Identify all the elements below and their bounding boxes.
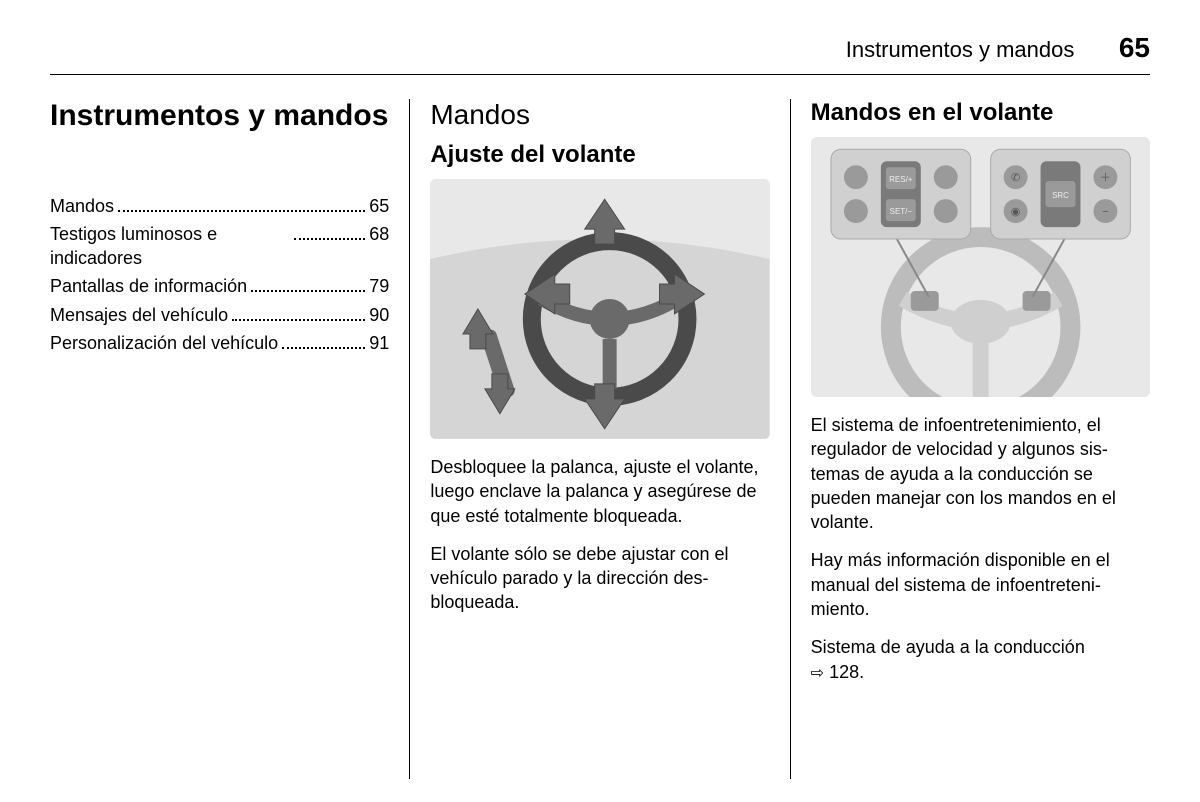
paragraph-with-ref: Sistema de ayuda a la conducción ⇨ 128. <box>811 635 1150 684</box>
column-1: Instrumentos y mandos Mandos 65 Testigos… <box>50 99 409 779</box>
svg-text:RES/+: RES/+ <box>889 175 913 184</box>
header-page-number: 65 <box>1119 32 1150 63</box>
chapter-heading: Instrumentos y mandos <box>50 99 389 134</box>
toc-item: Pantallas de información 79 <box>50 274 389 298</box>
svg-text:＋: ＋ <box>1100 172 1111 184</box>
reference-arrow-icon: ⇨ <box>811 663 824 685</box>
column-3: Mandos en el volante <box>791 99 1150 779</box>
toc-page: 91 <box>369 331 389 355</box>
toc-label: Pantallas de información <box>50 274 247 298</box>
toc-item: Mensajes del vehículo 90 <box>50 303 389 327</box>
toc-label: Personalización del vehículo <box>50 331 278 355</box>
toc-item: Testigos luminosos e indicadores 68 <box>50 222 389 271</box>
toc-dots <box>118 210 365 212</box>
ref-text: Sistema de ayuda a la conducción <box>811 637 1085 657</box>
svg-text:SRC: SRC <box>1052 191 1069 200</box>
toc-page: 90 <box>369 303 389 327</box>
toc-dots <box>251 290 365 292</box>
subsection-heading: Ajuste del volante <box>430 141 769 169</box>
steering-wheel-adjust-icon <box>430 179 769 439</box>
svg-text:SET/−: SET/− <box>889 207 912 216</box>
paragraph: El sistema de infoentretenimiento, el re… <box>811 413 1150 534</box>
column-2: Mandos Ajuste del volante <box>409 99 790 779</box>
toc-item: Mandos 65 <box>50 194 389 218</box>
svg-text:−: − <box>1102 206 1108 218</box>
section-heading: Mandos <box>430 99 769 131</box>
toc-dots <box>294 238 365 240</box>
table-of-contents: Mandos 65 Testigos luminosos e indicador… <box>50 194 389 356</box>
toc-item: Personalización del vehículo 91 <box>50 331 389 355</box>
toc-label: Mensajes del vehículo <box>50 303 228 327</box>
toc-page: 65 <box>369 194 389 218</box>
paragraph: El volante sólo se debe ajustar con el v… <box>430 542 769 615</box>
subsection-heading: Mandos en el volante <box>811 99 1150 127</box>
toc-label: Testigos luminosos e indicadores <box>50 222 290 271</box>
ref-page: 128. <box>829 662 864 682</box>
paragraph: Hay más información disponible en el man… <box>811 548 1150 621</box>
toc-dots <box>282 347 365 349</box>
figure-steering-controls: RES/+ SET/− SRC ✆ ＋ ◉ − <box>811 137 1150 397</box>
paragraph: Desbloquee la palanca, ajuste el vo­lant… <box>430 455 769 528</box>
page-header: Instrumentos y mandos 65 <box>50 32 1150 75</box>
toc-page: 68 <box>369 222 389 246</box>
svg-text:✆: ✆ <box>1011 172 1020 184</box>
content-columns: Instrumentos y mandos Mandos 65 Testigos… <box>50 99 1150 779</box>
svg-text:◉: ◉ <box>1010 206 1020 218</box>
toc-dots <box>232 319 365 321</box>
figure-steering-adjust <box>430 179 769 439</box>
steering-wheel-controls-icon: RES/+ SET/− SRC ✆ ＋ ◉ − <box>811 137 1150 397</box>
toc-label: Mandos <box>50 194 114 218</box>
header-title: Instrumentos y mandos <box>846 37 1075 62</box>
toc-page: 79 <box>369 274 389 298</box>
